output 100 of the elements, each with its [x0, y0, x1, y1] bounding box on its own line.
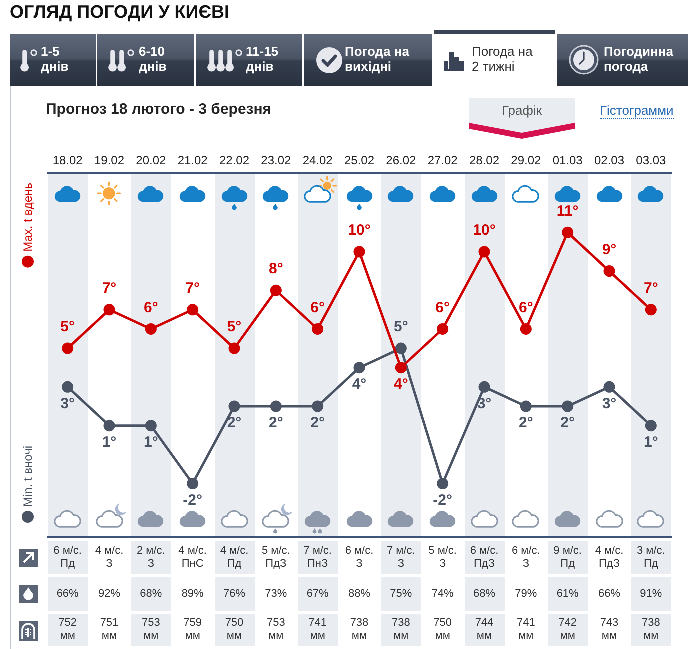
- text: 7 м/с. З: [386, 544, 416, 570]
- data-label: 2°: [227, 414, 242, 432]
- data-label: 5°: [227, 318, 242, 336]
- text: 738 мм: [642, 617, 660, 643]
- text: 89%: [182, 588, 204, 600]
- point: [395, 342, 407, 354]
- data-label: 7°: [102, 280, 117, 298]
- x-tick-label: 27.02: [428, 154, 458, 168]
- data-label: 3°: [60, 395, 76, 412]
- x-tick-label: 18.02: [52, 154, 84, 168]
- point: [395, 362, 407, 374]
- text: 73%: [265, 588, 288, 600]
- text: Min. t вночі: [21, 446, 35, 509]
- text: 5 м/с. З: [428, 544, 457, 570]
- point: [478, 381, 490, 393]
- x-tick-label: 19.02: [94, 154, 125, 168]
- text: 744 мм: [475, 617, 494, 643]
- x-tick-label: 02.03: [594, 154, 625, 168]
- point: [645, 420, 657, 432]
- x-tick-label: 26.02: [386, 154, 417, 168]
- data-label: 1°: [144, 434, 158, 451]
- x-tick-label: 24.02: [302, 154, 334, 168]
- text: 79%: [515, 588, 538, 600]
- point: [228, 400, 240, 412]
- text: 76%: [223, 588, 246, 600]
- point: [562, 226, 574, 238]
- text: 741 мм: [516, 617, 536, 643]
- text: 738 мм: [350, 617, 369, 643]
- data-label: 2°: [310, 414, 326, 432]
- data-label: 4°: [394, 376, 408, 394]
- text: 5 м/с. ПдЗ: [262, 544, 290, 570]
- point: [62, 342, 74, 354]
- text: 753 мм: [142, 617, 160, 643]
- tab: Погодинна погода: [557, 34, 688, 86]
- text: 66%: [56, 588, 79, 600]
- data-label: 7°: [644, 280, 658, 298]
- data-label: 7°: [186, 280, 200, 298]
- data-label: 1°: [102, 434, 117, 451]
- text: 4 м/с. ПдЗ: [595, 544, 624, 570]
- text: Гістограмми: [600, 103, 674, 119]
- x-tick-label: 28.02: [469, 154, 500, 168]
- point: [604, 266, 616, 278]
- text: 4 м/с. Пд: [220, 544, 249, 570]
- chart-subtitle: Прогноз 18 лютого - 3 березня: [46, 101, 272, 118]
- text: 4 м/с. З: [95, 544, 124, 570]
- text: Max. t вдень: [21, 183, 35, 254]
- x-tick-label: 23.02: [261, 154, 292, 168]
- x-tick-label: 29.02: [511, 154, 542, 168]
- point: [312, 400, 324, 412]
- text: 68%: [140, 588, 162, 600]
- text: 752 мм: [58, 617, 77, 643]
- text: 4 м/с. ПнС: [178, 544, 207, 570]
- point: [520, 323, 532, 335]
- text: 6 м/с. ПдЗ: [470, 544, 499, 570]
- point: [187, 304, 199, 316]
- point: [145, 323, 157, 335]
- tab: 6-10 днів: [97, 34, 194, 86]
- point: [62, 381, 74, 393]
- point: [604, 381, 616, 393]
- chart-title: ОГЛЯД ПОГОДИ У КИЄВІ: [10, 2, 230, 23]
- point: [645, 304, 657, 316]
- text: 743 мм: [600, 617, 619, 643]
- text: 742 мм: [558, 617, 577, 643]
- point: [354, 246, 366, 258]
- text: 738 мм: [392, 617, 410, 643]
- data-label: 6°: [310, 299, 326, 316]
- text: 75%: [390, 588, 412, 600]
- data-label: 4°: [352, 376, 367, 394]
- point: [437, 323, 449, 335]
- data-label: 11°: [556, 202, 579, 220]
- point: [145, 420, 157, 432]
- text: 751 мм: [100, 617, 119, 643]
- x-tick-label: 20.02: [136, 154, 167, 168]
- text: 92%: [98, 588, 121, 600]
- text: 750 мм: [225, 617, 244, 643]
- text: 6 м/с. З: [512, 544, 540, 570]
- x-tick-label: 01.03: [552, 154, 584, 168]
- data-label: -2°: [183, 492, 203, 509]
- text: 759 мм: [184, 617, 202, 643]
- text: 741 мм: [308, 617, 327, 643]
- data-label: 8°: [268, 260, 284, 278]
- data-label: 6°: [518, 299, 534, 316]
- data-label: 2°: [518, 414, 534, 432]
- text: 9 м/с. Пд: [554, 544, 582, 570]
- point: [228, 342, 240, 354]
- x-tick-label: 03.03: [636, 154, 667, 168]
- text: 6 м/с. Пд: [54, 544, 82, 570]
- tab: 1-5 днів: [10, 34, 96, 86]
- text: 2 м/с. З: [136, 544, 166, 570]
- point: [270, 400, 282, 412]
- data-label: 3°: [602, 395, 617, 412]
- point: [270, 284, 282, 296]
- x-tick-label: 22.02: [219, 154, 250, 168]
- point: [520, 400, 532, 412]
- point: [562, 400, 574, 412]
- data-label: 6°: [436, 299, 450, 316]
- point: [437, 478, 449, 490]
- data-label: 9°: [602, 241, 617, 258]
- data-label: 6°: [144, 299, 158, 316]
- point: [104, 304, 116, 316]
